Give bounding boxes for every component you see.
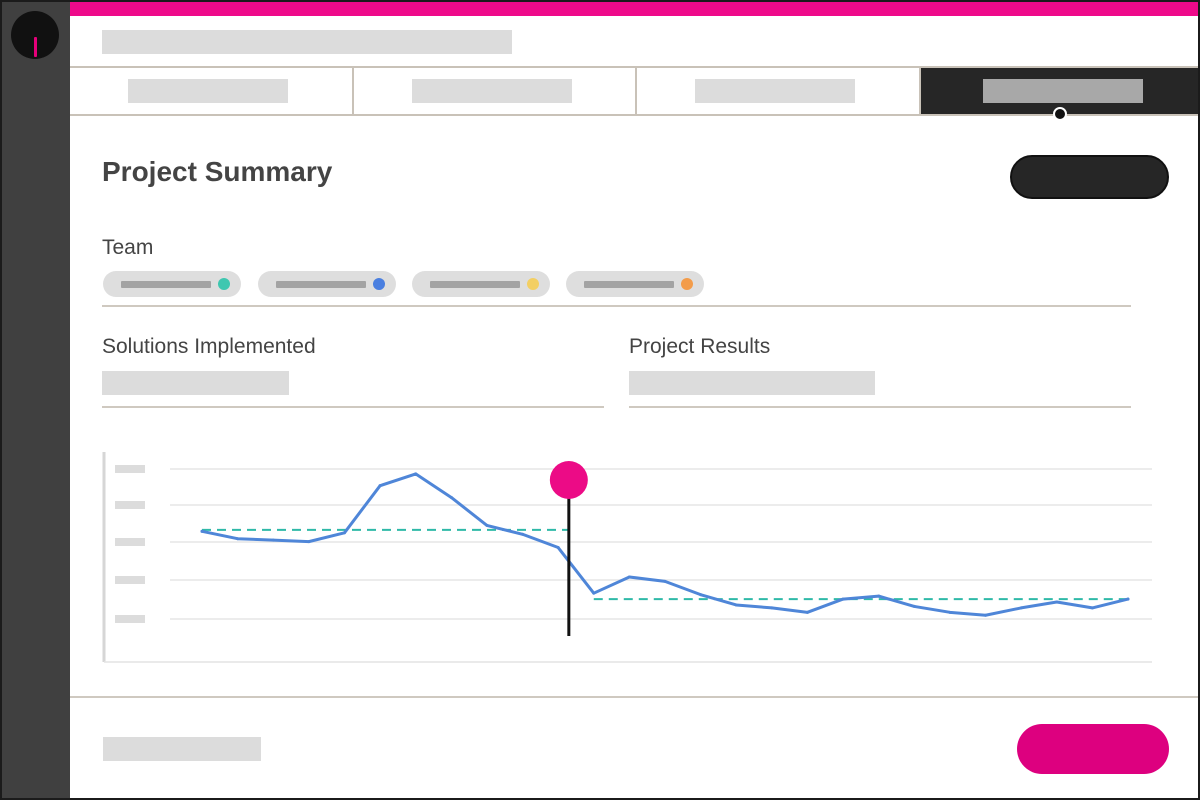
- series-point: [1090, 606, 1094, 610]
- team-chip-name-placeholder: [121, 281, 211, 288]
- series-point: [342, 531, 346, 535]
- series-point: [627, 575, 631, 579]
- results-divider: [629, 406, 1131, 408]
- team-chip[interactable]: [566, 271, 704, 297]
- y-tick-label-placeholder: [115, 576, 145, 584]
- series-point: [307, 540, 311, 544]
- team-chip[interactable]: [103, 271, 241, 297]
- series-point: [592, 591, 596, 595]
- series-point: [1126, 597, 1130, 601]
- series-point: [236, 537, 240, 541]
- tab-4-active[interactable]: [920, 68, 1198, 114]
- series-point: [271, 538, 275, 542]
- header-title-placeholder: [102, 30, 512, 54]
- accent-bar: [70, 2, 1198, 16]
- footer-text-placeholder: [103, 737, 261, 761]
- tab-bar: [70, 66, 1198, 116]
- active-tab-indicator: [1053, 107, 1067, 121]
- series-point: [948, 610, 952, 614]
- series-point: [734, 603, 738, 607]
- series-point: [485, 523, 489, 527]
- series-point: [699, 593, 703, 597]
- tab-2[interactable]: [354, 68, 637, 114]
- logo-icon[interactable]: [11, 11, 59, 59]
- footer-divider: [70, 696, 1198, 698]
- team-divider: [102, 305, 1131, 307]
- series-point: [984, 613, 988, 617]
- series-point: [770, 606, 774, 610]
- series-point: [841, 597, 845, 601]
- y-tick-label-placeholder: [115, 465, 145, 473]
- tab-label-placeholder: [411, 79, 572, 103]
- solutions-value-placeholder: [102, 371, 289, 395]
- results-label: Project Results: [629, 335, 771, 358]
- y-tick-label-placeholder: [115, 615, 145, 623]
- series-point: [877, 594, 881, 598]
- team-chip-name-placeholder: [430, 281, 520, 288]
- y-tick-label-placeholder: [115, 501, 145, 509]
- tab-label-placeholder: [982, 79, 1143, 103]
- series-point: [912, 604, 916, 608]
- top-action-button[interactable]: [1010, 155, 1169, 199]
- team-chip[interactable]: [258, 271, 396, 297]
- page-title: Project Summary: [102, 156, 333, 187]
- team-chip-name-placeholder: [276, 281, 366, 288]
- series-point: [556, 546, 560, 550]
- series-point: [1055, 600, 1059, 604]
- change-marker-handle: [549, 461, 588, 499]
- series-point: [449, 495, 453, 499]
- team-chip-status-dot: [681, 278, 693, 290]
- series-point: [663, 579, 667, 583]
- performance-line-chart: [102, 452, 1152, 663]
- team-chip-status-dot: [218, 278, 230, 290]
- sidebar: [2, 2, 70, 798]
- series-point: [200, 529, 204, 533]
- results-value-placeholder: [629, 371, 875, 395]
- series-point: [805, 610, 809, 614]
- solutions-label: Solutions Implemented: [102, 335, 316, 358]
- primary-action-button[interactable]: [1017, 724, 1169, 774]
- solutions-divider: [102, 406, 604, 408]
- team-chip[interactable]: [412, 271, 550, 297]
- series-point: [414, 472, 418, 476]
- tab-label-placeholder: [128, 79, 288, 103]
- team-label: Team: [102, 236, 154, 259]
- tab-label-placeholder: [695, 79, 855, 103]
- series-point: [521, 532, 525, 536]
- logo-needle: [34, 37, 37, 57]
- tab-3[interactable]: [637, 68, 921, 114]
- y-tick-label-placeholder: [115, 538, 145, 546]
- series-point: [1019, 606, 1023, 610]
- team-chip-name-placeholder: [584, 281, 674, 288]
- tab-1[interactable]: [70, 68, 354, 114]
- team-chip-status-dot: [373, 278, 385, 290]
- team-chip-status-dot: [527, 278, 539, 290]
- series-point: [378, 484, 382, 488]
- series-line: [200, 472, 1130, 617]
